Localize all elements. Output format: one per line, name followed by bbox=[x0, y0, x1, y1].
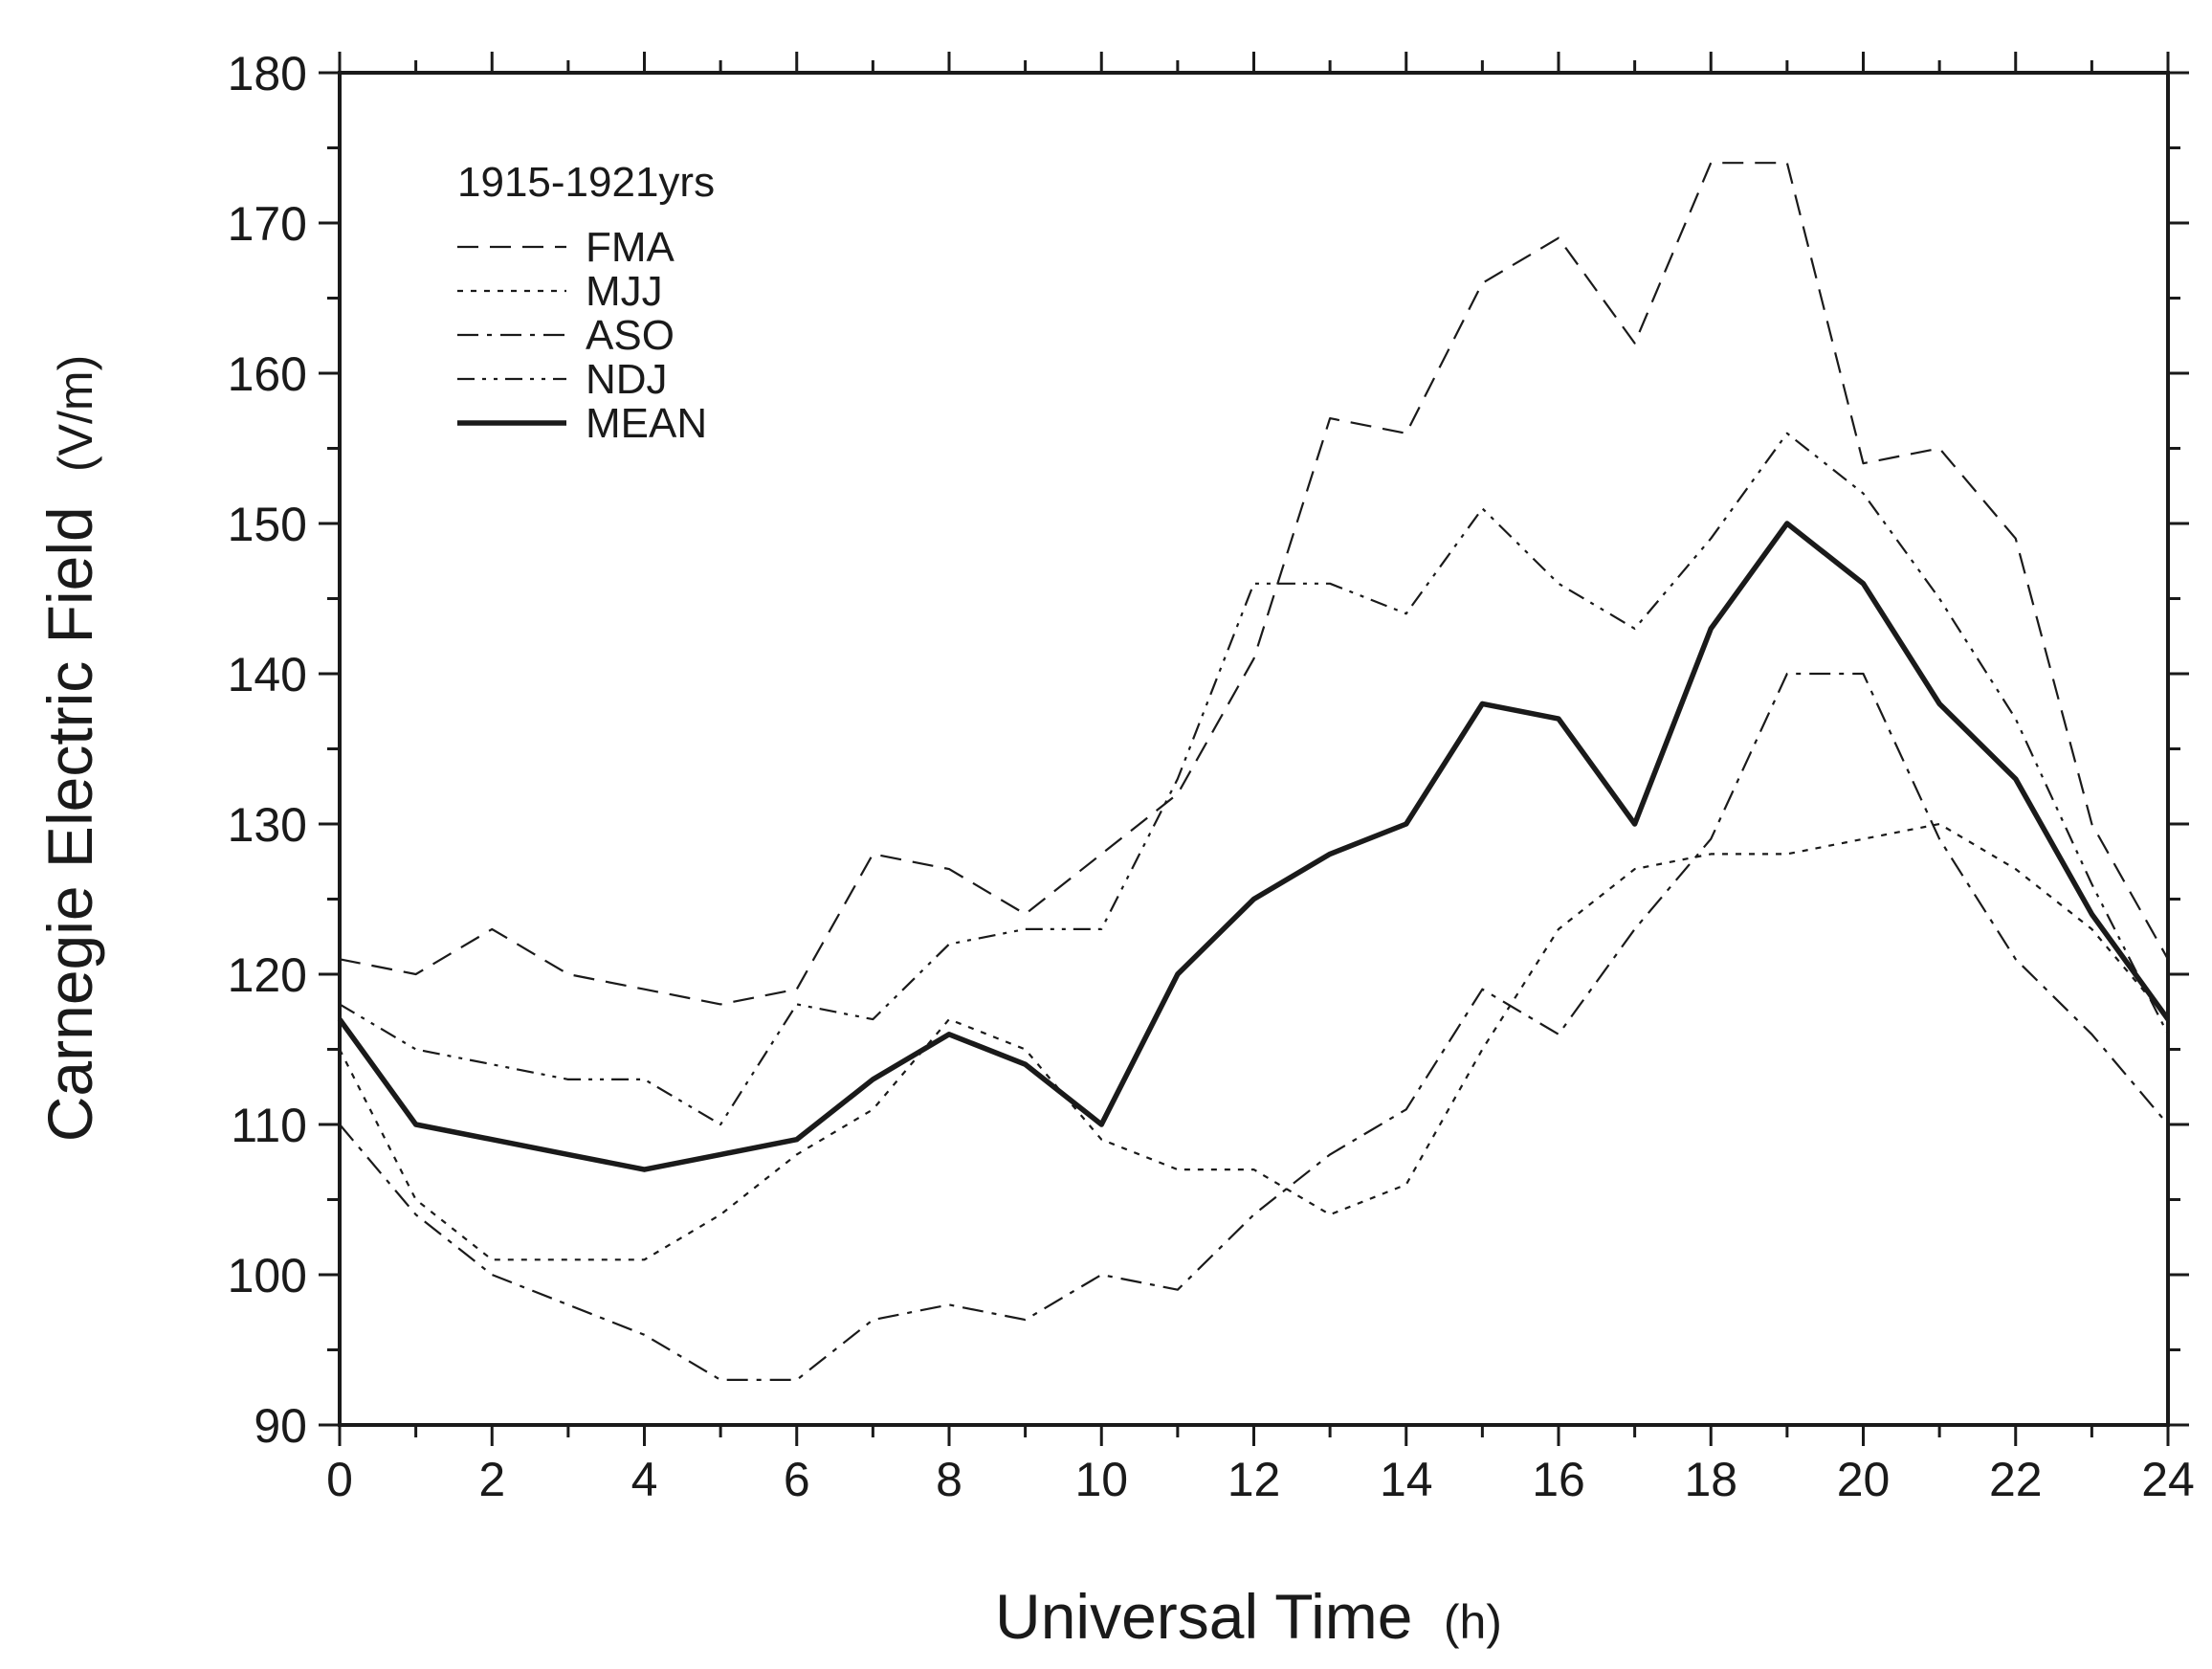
series-line-mean bbox=[337, 521, 2171, 1172]
legend-label-mean: MEAN bbox=[586, 400, 707, 447]
y-tick-label: 120 bbox=[228, 948, 307, 1002]
ticks-layer bbox=[319, 52, 2189, 1446]
y-tick-labels: 90 100 110 120 130 140 150 160 170 180 bbox=[228, 47, 307, 1453]
y-axis-label: Carnegie Electric Field bbox=[34, 506, 105, 1142]
svg-text:Carnegie Electric Field: Carnegie Electric Field (V/m) bbox=[34, 355, 105, 1142]
y-tick-label: 110 bbox=[231, 1099, 307, 1152]
series-line-fma bbox=[339, 162, 2169, 1006]
series-line-mjj bbox=[339, 822, 2169, 1261]
x-tick-label: 8 bbox=[936, 1453, 962, 1506]
legend-label-aso: ASO bbox=[586, 312, 675, 359]
x-axis-label: Universal Time bbox=[995, 1581, 1412, 1652]
x-tick-label: 0 bbox=[326, 1453, 353, 1506]
x-tick-label: 4 bbox=[631, 1453, 658, 1506]
series-line-ndj bbox=[339, 432, 2169, 1126]
series-line-aso bbox=[339, 672, 2169, 1382]
y-tick-label: 170 bbox=[228, 197, 307, 251]
x-tick-label: 12 bbox=[1228, 1453, 1281, 1506]
legend-label-ndj: NDJ bbox=[586, 356, 668, 403]
legend-label-fma: FMA bbox=[586, 224, 675, 271]
y-tick-label: 150 bbox=[228, 498, 307, 551]
x-tick-labels: 0 2 4 6 8 10 12 14 16 18 20 22 24 bbox=[326, 1453, 2195, 1506]
x-tick-label: 18 bbox=[1684, 1453, 1737, 1506]
series-layer bbox=[337, 162, 2171, 1382]
x-tick-label: 22 bbox=[1989, 1453, 2043, 1506]
y-axis-unit: (V/m) bbox=[49, 355, 102, 472]
x-axis-title: Universal Time (h) bbox=[995, 1581, 1502, 1652]
x-axis-unit: (h) bbox=[1444, 1595, 1502, 1649]
legend-label-mjj: MJJ bbox=[586, 268, 663, 315]
x-tick-label: 20 bbox=[1837, 1453, 1891, 1506]
y-tick-label: 180 bbox=[228, 47, 307, 100]
svg-text:Universal Time (h): Universal Time (h) bbox=[995, 1581, 1502, 1652]
x-tick-label: 10 bbox=[1074, 1453, 1128, 1506]
y-tick-label: 130 bbox=[228, 798, 307, 852]
plot-frame bbox=[338, 71, 2170, 1427]
y-tick-label: 140 bbox=[228, 648, 307, 701]
y-axis-title: Carnegie Electric Field (V/m) bbox=[34, 355, 105, 1142]
y-tick-label: 100 bbox=[228, 1249, 307, 1302]
legend-title: 1915-1921yrs bbox=[457, 159, 715, 206]
x-tick-label: 24 bbox=[2141, 1453, 2195, 1506]
x-tick-label: 2 bbox=[478, 1453, 505, 1506]
x-tick-label: 6 bbox=[784, 1453, 810, 1506]
y-tick-label: 160 bbox=[228, 347, 307, 401]
y-tick-label: 90 bbox=[254, 1399, 307, 1453]
x-tick-label: 16 bbox=[1532, 1453, 1585, 1506]
x-tick-label: 14 bbox=[1380, 1453, 1433, 1506]
